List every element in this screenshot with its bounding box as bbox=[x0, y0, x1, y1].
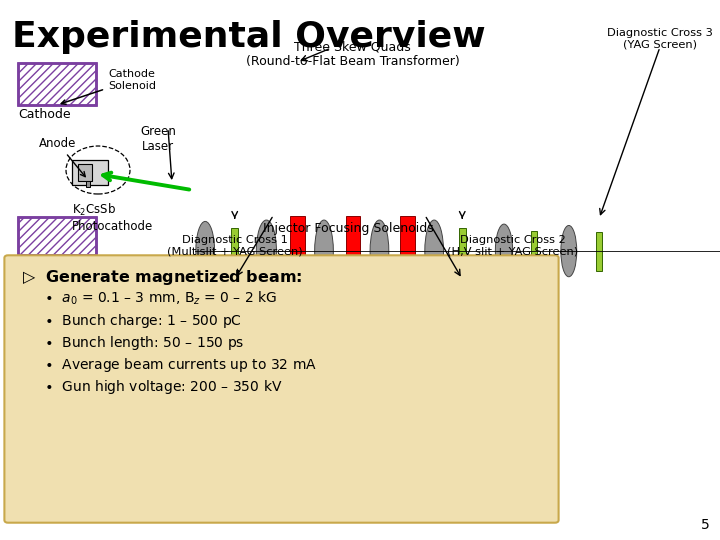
Text: Diagnostic Cross 3
(YAG Screen): Diagnostic Cross 3 (YAG Screen) bbox=[607, 28, 713, 50]
Text: Cathode
Solenoid: Cathode Solenoid bbox=[61, 69, 156, 104]
Bar bbox=[18, 217, 96, 255]
Ellipse shape bbox=[495, 224, 513, 278]
Text: $\bullet$  Bunch charge: 1 – 500 pC: $\bullet$ Bunch charge: 1 – 500 pC bbox=[22, 312, 242, 330]
Bar bbox=[72, 160, 108, 185]
FancyBboxPatch shape bbox=[4, 255, 559, 523]
Text: 5: 5 bbox=[701, 518, 710, 532]
Text: Diagnostic Cross 1
(Multislit + YAG Screen): Diagnostic Cross 1 (Multislit + YAG Scre… bbox=[167, 235, 302, 256]
Ellipse shape bbox=[425, 220, 444, 282]
Bar bbox=[290, 216, 305, 286]
Text: $\bullet$  Average beam currents up to 32 mA: $\bullet$ Average beam currents up to 32… bbox=[22, 356, 317, 374]
Bar bbox=[531, 231, 537, 271]
Ellipse shape bbox=[370, 220, 389, 282]
Ellipse shape bbox=[256, 220, 276, 282]
Bar bbox=[18, 63, 96, 105]
Bar bbox=[596, 232, 602, 271]
Ellipse shape bbox=[196, 221, 215, 281]
Ellipse shape bbox=[315, 220, 333, 282]
Text: Three Skew Quads
(Round-to-Flat Beam Transformer): Three Skew Quads (Round-to-Flat Beam Tra… bbox=[246, 40, 459, 68]
Text: K$_2$CsSb
Photocathode: K$_2$CsSb Photocathode bbox=[72, 202, 153, 233]
Text: Green
Laser: Green Laser bbox=[140, 125, 176, 153]
Bar bbox=[346, 216, 360, 286]
Ellipse shape bbox=[561, 226, 577, 276]
Text: Cathode: Cathode bbox=[18, 108, 71, 121]
Text: $\triangleright$  Generate magnetized beam:: $\triangleright$ Generate magnetized bea… bbox=[22, 268, 302, 287]
Text: $\bullet$  Bunch length: 50 – 150 ps: $\bullet$ Bunch length: 50 – 150 ps bbox=[22, 334, 244, 352]
Bar bbox=[400, 216, 415, 286]
Bar bbox=[78, 164, 92, 181]
Bar bbox=[86, 181, 90, 187]
Bar bbox=[18, 217, 96, 255]
Text: Injector Focusing Solenoids: Injector Focusing Solenoids bbox=[263, 222, 434, 235]
Text: Anode: Anode bbox=[40, 137, 85, 177]
Text: Experimental Overview: Experimental Overview bbox=[12, 20, 485, 54]
Bar bbox=[459, 228, 466, 274]
Text: Diagnostic Cross 2
(H,V slit + YAG Screen): Diagnostic Cross 2 (H,V slit + YAG Scree… bbox=[447, 235, 578, 256]
Bar bbox=[231, 228, 238, 274]
Text: $\bullet$  Gun high voltage: 200 – 350 kV: $\bullet$ Gun high voltage: 200 – 350 kV bbox=[22, 378, 282, 396]
Text: $\bullet$  $a_0$ = 0.1 – 3 mm, B$_z$ = 0 – 2 kG: $\bullet$ $a_0$ = 0.1 – 3 mm, B$_z$ = 0 … bbox=[22, 290, 277, 307]
Bar bbox=[18, 63, 96, 105]
